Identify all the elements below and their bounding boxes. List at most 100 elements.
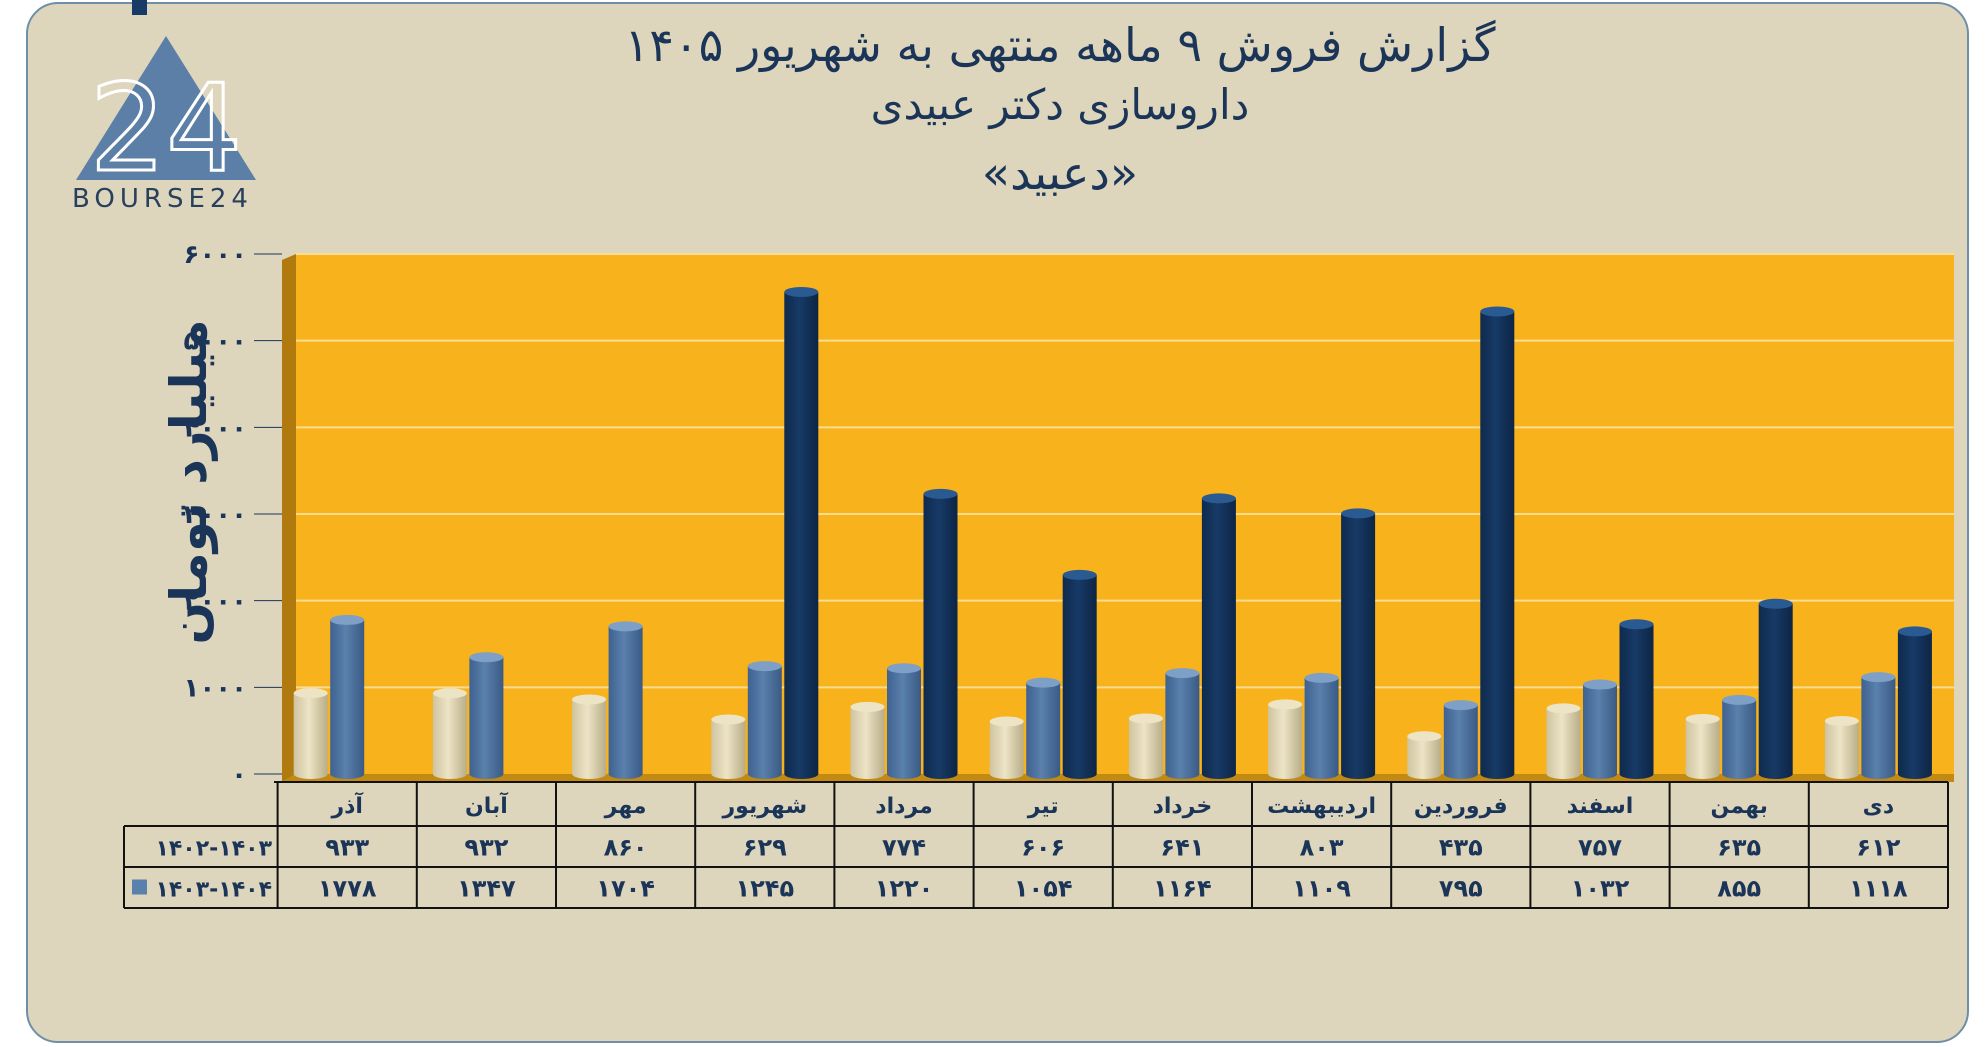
- category-label: آذر: [330, 791, 363, 819]
- bar: [1443, 705, 1478, 774]
- bar: [1861, 677, 1896, 774]
- plot-floor: [282, 774, 1954, 782]
- bar-cap: [469, 652, 504, 663]
- bar-base: [1619, 769, 1654, 779]
- data-label: ۱۲۲۰: [875, 875, 934, 903]
- category-label: اردیبهشت: [1267, 794, 1376, 819]
- bar: [923, 493, 958, 774]
- bar-base: [469, 769, 504, 779]
- bar-cap: [1026, 677, 1061, 688]
- bar-cap: [747, 661, 782, 672]
- data-label: ۹۳۲: [464, 834, 508, 862]
- bar-cap: [1722, 694, 1757, 705]
- bar-cap: [1201, 493, 1236, 504]
- bar-base: [1824, 769, 1859, 779]
- bar: [850, 706, 885, 774]
- category-label: تیر: [1027, 794, 1059, 819]
- logo-text: BOURSE24: [72, 184, 253, 214]
- data-label: ۳۰۰۷: [1292, 0, 1351, 6]
- category-label: دی: [1863, 794, 1894, 819]
- bar-base: [850, 769, 885, 779]
- report-title: گزارش فروش ۹ ماهه منتهی به شهریور ۱۴۰۵: [624, 18, 1496, 72]
- data-label: ۱۲۴۵: [736, 875, 795, 903]
- bar-base: [1304, 769, 1339, 779]
- bar-cap: [293, 688, 328, 699]
- series-name: ۱۴۰۲-۱۴۰۳: [155, 837, 272, 862]
- data-label: ۱۰۵۴: [1014, 875, 1073, 903]
- bar: [1685, 718, 1720, 774]
- bar: [330, 619, 365, 774]
- bar-base: [608, 769, 643, 779]
- data-label: ۶۱۲: [1856, 834, 1900, 862]
- bar-cap: [432, 688, 467, 699]
- bar-base: [1165, 769, 1200, 779]
- data-label: ۳۱۸۰: [1153, 0, 1212, 6]
- bar-base: [887, 769, 921, 779]
- legend-swatch: [132, 879, 147, 895]
- bar-base: [1062, 769, 1097, 779]
- bar-base: [1861, 769, 1896, 779]
- bar-cap: [887, 663, 921, 674]
- bar-cap: [1443, 700, 1478, 711]
- bar-cap: [1685, 713, 1720, 724]
- legend-swatch: [132, 0, 147, 15]
- bar-cap: [923, 488, 958, 499]
- bar: [608, 626, 643, 774]
- bar-cap: [330, 614, 365, 625]
- category-label: شهریور: [722, 794, 808, 819]
- bar-base: [1407, 769, 1442, 779]
- bar: [784, 291, 819, 774]
- bar: [1304, 677, 1339, 774]
- bar: [1824, 720, 1859, 774]
- data-label: ۵۳۳۷: [1432, 0, 1491, 6]
- bar-cap: [608, 621, 643, 632]
- bar-cap: [1480, 306, 1515, 317]
- y-tick-label: ۲۰۰۰: [184, 587, 247, 617]
- data-label: ۸۵۵: [1717, 875, 1761, 903]
- bar-cap: [1062, 569, 1097, 580]
- bar-base: [1685, 769, 1720, 779]
- bar-cap: [1897, 626, 1932, 637]
- bar: [1026, 682, 1061, 774]
- category-label: خرداد: [1153, 794, 1213, 819]
- category-label: مرداد: [875, 794, 932, 819]
- data-label: ۱۰۳۲: [1571, 875, 1630, 903]
- bar: [1897, 631, 1932, 774]
- data-label: ۱۱۰۹: [1292, 875, 1351, 903]
- bar-base: [1268, 769, 1303, 779]
- bar-base: [1201, 769, 1236, 779]
- bar-base: [330, 769, 365, 779]
- data-label: ۷۵۷: [1578, 834, 1622, 862]
- bar: [1480, 311, 1515, 774]
- y-tick-label: ۱۰۰۰: [184, 673, 247, 703]
- bar: [989, 721, 1024, 774]
- bar: [1341, 513, 1376, 774]
- logo-number: 24: [90, 60, 243, 199]
- y-tick-label: ۳۰۰۰: [184, 500, 247, 530]
- bar: [1201, 498, 1236, 774]
- bar: [1758, 603, 1793, 774]
- category-label: مهر: [604, 794, 647, 819]
- bar-base: [1583, 769, 1617, 779]
- data-label: ۷۷۴: [882, 834, 926, 862]
- bar: [1062, 574, 1097, 774]
- data-label: ۵۵۶۲: [736, 0, 795, 6]
- data-label: ۶۳۵: [1717, 834, 1761, 862]
- bar: [1619, 624, 1654, 774]
- bar-cap: [1546, 703, 1581, 714]
- bar-base: [1026, 769, 1061, 779]
- bar: [887, 668, 921, 774]
- bar-cap: [989, 716, 1024, 727]
- bar-cap: [784, 286, 819, 297]
- bar-base: [923, 769, 958, 779]
- category-label: آبان: [465, 791, 508, 819]
- bar-cap: [1165, 668, 1200, 679]
- bar: [469, 657, 504, 774]
- bar-cap: [1407, 731, 1442, 742]
- bar-base: [1128, 769, 1163, 779]
- data-label: ۶۲۹: [743, 834, 787, 862]
- bar-base: [784, 769, 819, 779]
- y-tick-label: ۵۰۰۰: [184, 327, 247, 357]
- bar-cap: [1304, 672, 1339, 683]
